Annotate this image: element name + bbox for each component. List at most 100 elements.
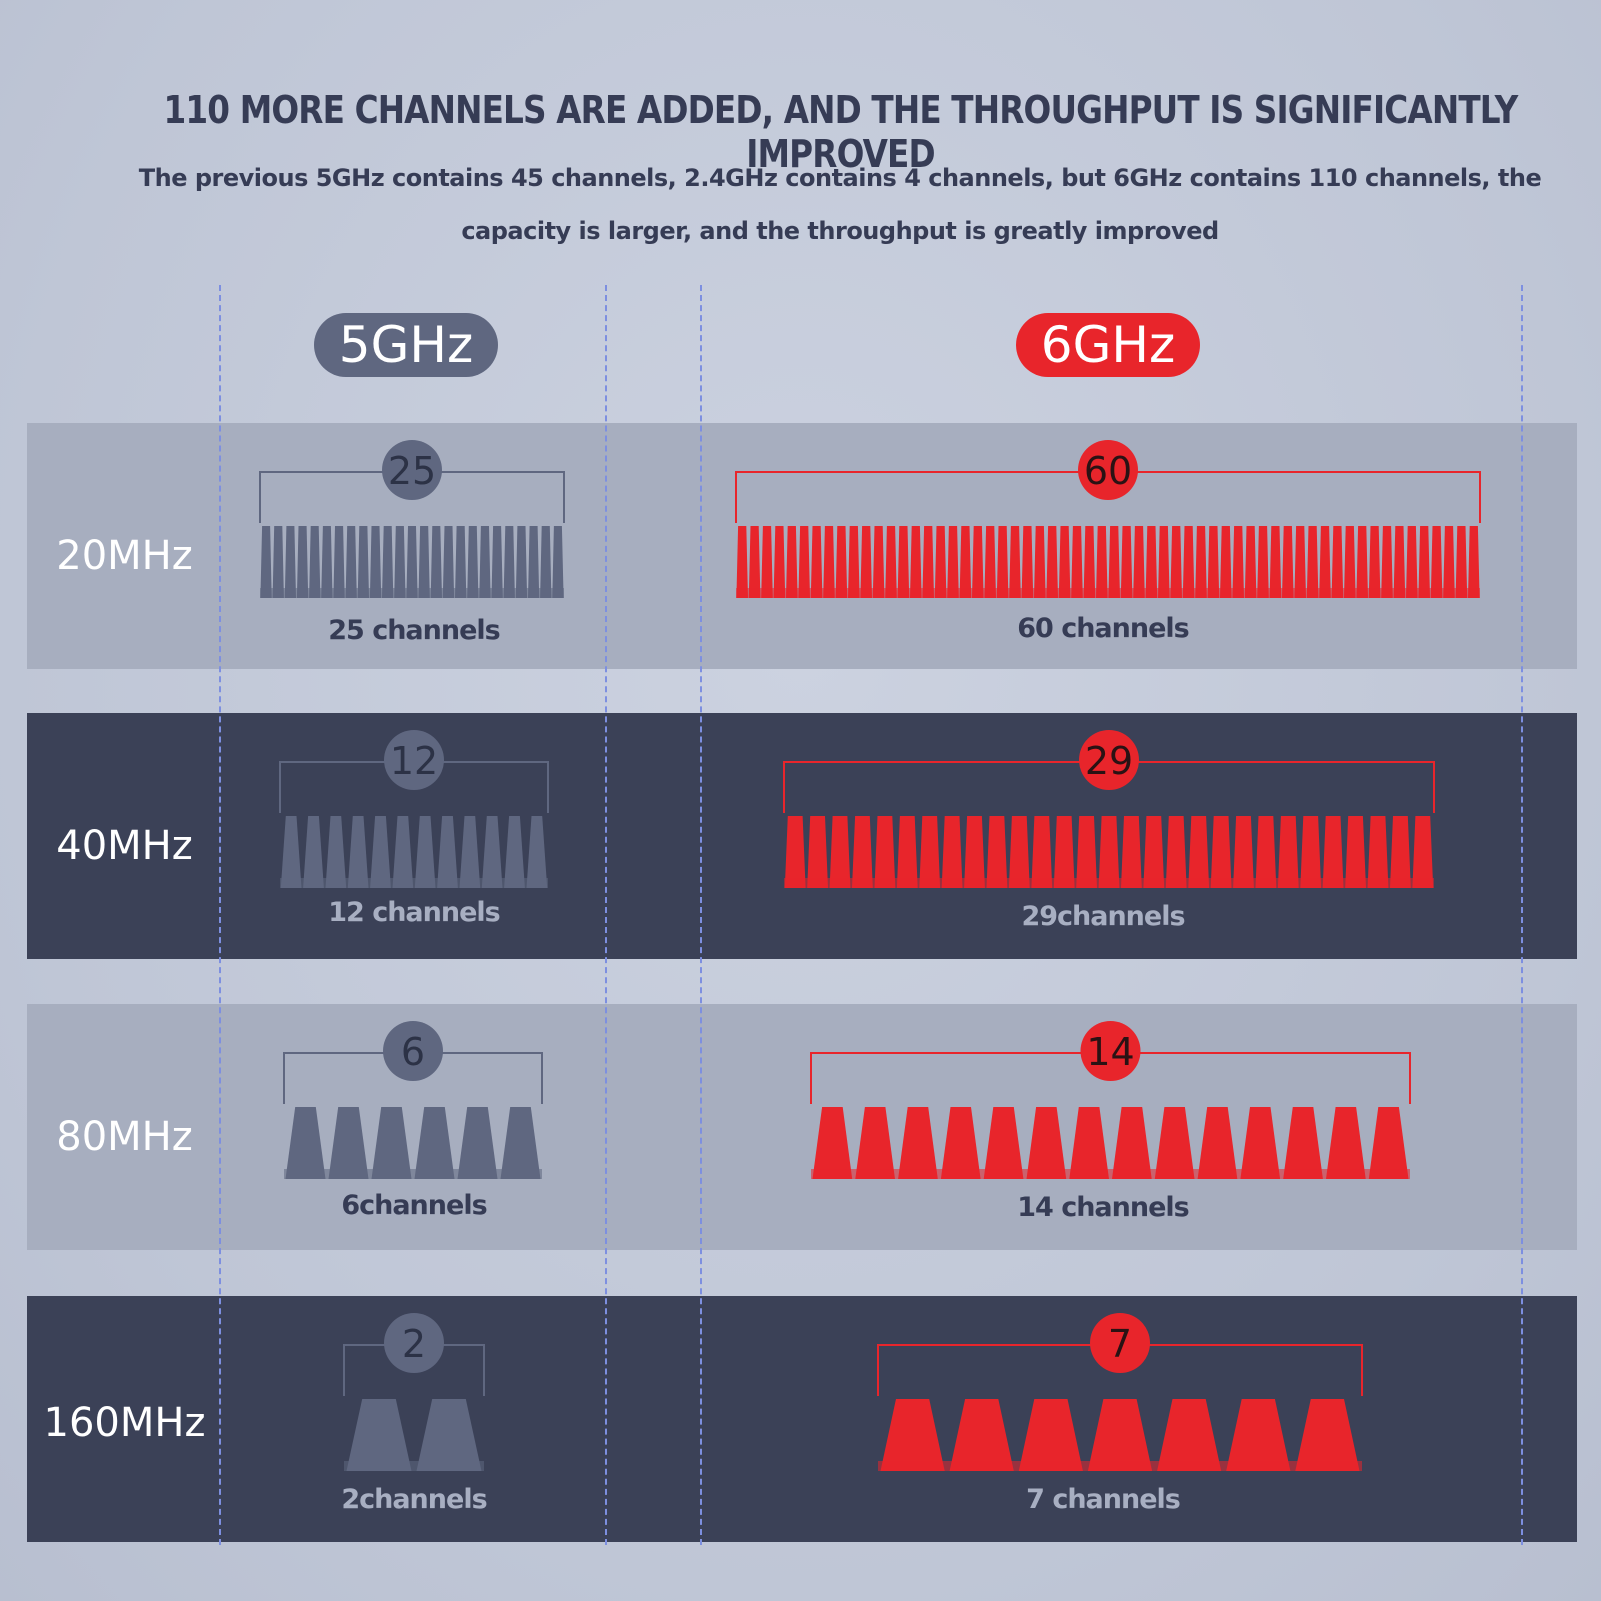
channel-base bbox=[260, 588, 564, 598]
channel-bar bbox=[1393, 526, 1406, 598]
channel-bar bbox=[479, 526, 491, 598]
channel-bar bbox=[947, 526, 959, 598]
channel-bar bbox=[896, 816, 918, 888]
channel-bar bbox=[309, 526, 321, 598]
channel-bar bbox=[1244, 526, 1257, 598]
count-badge bbox=[1079, 730, 1139, 790]
channel-bar bbox=[823, 526, 835, 598]
channel-bar bbox=[1300, 816, 1322, 888]
channel-bar bbox=[1368, 1107, 1409, 1179]
channel-bar bbox=[1430, 526, 1443, 598]
bandwidth-label: 40MHz bbox=[56, 823, 193, 869]
column-divider bbox=[1521, 285, 1523, 1545]
channel-bar bbox=[1443, 526, 1455, 598]
channel-bar bbox=[761, 526, 773, 598]
count-badge bbox=[1090, 1313, 1150, 1373]
channel-bar bbox=[1076, 816, 1097, 888]
channel-bar bbox=[1455, 526, 1468, 598]
channel-bar bbox=[1412, 816, 1434, 888]
channel-bar bbox=[848, 526, 860, 598]
channel-base bbox=[344, 1461, 484, 1471]
channel-bar bbox=[1368, 526, 1381, 598]
channel-bar bbox=[1108, 526, 1120, 598]
channel-bar bbox=[786, 526, 798, 598]
channel-bar bbox=[1098, 816, 1120, 888]
subtitle: The previous 5GHz contains 45 channels, … bbox=[138, 164, 1542, 245]
count-badge-label: 60 bbox=[1084, 449, 1132, 493]
count-badge-label: 29 bbox=[1085, 739, 1133, 783]
channel-bar bbox=[964, 816, 985, 888]
channel-bar bbox=[812, 1107, 853, 1179]
channel-bar bbox=[1367, 816, 1389, 888]
channel-bar bbox=[1195, 526, 1207, 598]
channel-bar bbox=[1255, 816, 1277, 888]
channel-bar bbox=[416, 1399, 482, 1471]
channel-bar bbox=[371, 1107, 412, 1179]
channel-bar bbox=[1345, 816, 1366, 888]
channel-bar bbox=[959, 526, 972, 598]
channel-bar bbox=[321, 526, 333, 598]
channel-bar bbox=[296, 526, 309, 598]
channel-bar bbox=[280, 816, 302, 888]
channel-bar bbox=[972, 526, 984, 598]
channel-bar bbox=[910, 526, 922, 598]
channel-bar bbox=[874, 816, 896, 888]
count-badge-label: 12 bbox=[390, 739, 438, 783]
channel-bar bbox=[1133, 526, 1145, 598]
caption-6ghz: 7 channels bbox=[1026, 1484, 1181, 1515]
column-divider bbox=[219, 285, 221, 1545]
channel-base bbox=[784, 878, 1434, 888]
channel-bar bbox=[272, 526, 284, 598]
channel-bar bbox=[1154, 1107, 1195, 1179]
channel-bar bbox=[1331, 526, 1344, 598]
channel-bar bbox=[437, 816, 458, 888]
count-badge bbox=[1078, 440, 1138, 500]
bandwidth-label: 20MHz bbox=[56, 533, 193, 579]
channel-bar bbox=[347, 816, 369, 888]
channel-bar bbox=[382, 526, 394, 598]
channel-bar bbox=[784, 816, 806, 888]
channel-bar bbox=[1277, 816, 1299, 888]
channel-bar bbox=[773, 526, 786, 598]
caption-6ghz: 29channels bbox=[1021, 901, 1185, 932]
channel-bar bbox=[1031, 816, 1053, 888]
caption-6ghz: 14 channels bbox=[1017, 1192, 1190, 1223]
channel-bar bbox=[1009, 526, 1021, 598]
channel-bar bbox=[369, 526, 382, 598]
channel-bar bbox=[500, 1107, 541, 1179]
channel-bar bbox=[1232, 526, 1244, 598]
channel-bar bbox=[1294, 526, 1306, 598]
channel-bar bbox=[392, 816, 414, 888]
channel-bar bbox=[898, 1107, 938, 1179]
channel-bar bbox=[406, 526, 418, 598]
channel-bar bbox=[503, 526, 515, 598]
channel-bar bbox=[1319, 526, 1331, 598]
count-badge bbox=[384, 1313, 444, 1373]
channel-bar bbox=[1322, 816, 1344, 888]
channel-bar bbox=[807, 816, 828, 888]
channel-bar bbox=[1418, 526, 1430, 598]
channel-bar bbox=[1170, 526, 1182, 598]
count-badge-label: 6 bbox=[401, 1030, 425, 1074]
channel-bar bbox=[940, 1107, 981, 1179]
channel-bar bbox=[346, 1399, 412, 1471]
channel-bar bbox=[1046, 526, 1058, 598]
count-badge bbox=[1080, 1021, 1141, 1081]
channel-bar bbox=[455, 526, 467, 598]
channel-bar bbox=[515, 526, 528, 598]
channel-bar bbox=[1257, 526, 1269, 598]
channel-bar bbox=[1096, 526, 1108, 598]
channel-bar bbox=[1326, 1107, 1366, 1179]
channel-bar bbox=[285, 1107, 326, 1179]
channel-bar bbox=[1207, 526, 1220, 598]
count-badge bbox=[384, 730, 444, 790]
channel-bar bbox=[860, 526, 872, 598]
channel-bar bbox=[528, 526, 540, 598]
channel-bar bbox=[798, 526, 810, 598]
caption-5ghz: 12 channels bbox=[328, 897, 501, 928]
channel-bar bbox=[1188, 816, 1210, 888]
channel-bar bbox=[325, 816, 347, 888]
channel-bar bbox=[414, 816, 436, 888]
